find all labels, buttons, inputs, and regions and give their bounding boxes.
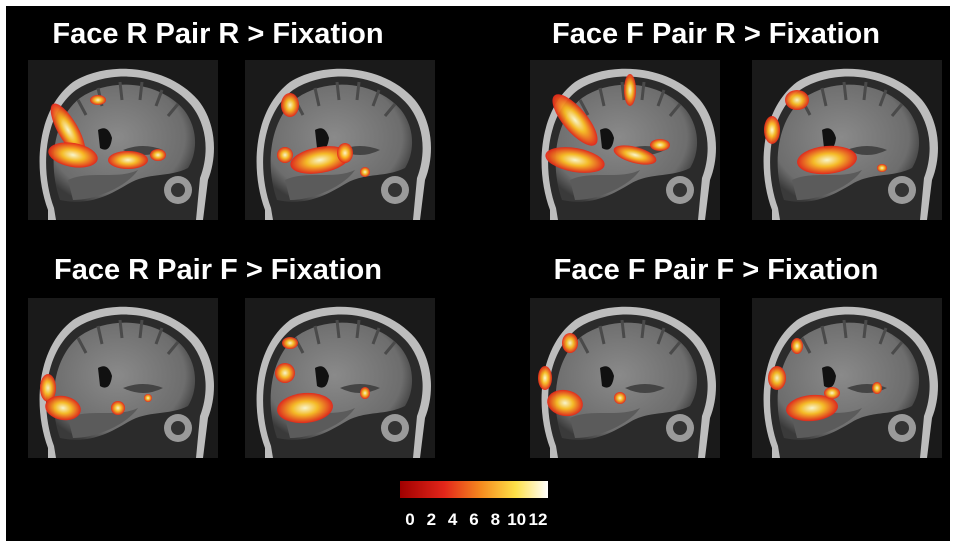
brain-image xyxy=(752,60,942,220)
colorbar-tick-label: 4 xyxy=(448,510,458,529)
activation xyxy=(281,93,299,117)
activation xyxy=(144,394,152,402)
colorbar-tick-label: 0 xyxy=(405,510,414,529)
activation xyxy=(277,147,293,163)
panel-title: Face R Pair F > Fixation xyxy=(54,254,382,286)
activation xyxy=(824,387,840,399)
activation xyxy=(111,401,125,415)
colorbar-tick-label: 6 xyxy=(469,510,478,529)
brain-slice xyxy=(245,298,435,458)
activation xyxy=(108,151,148,169)
colorbar-tick-label: 12 xyxy=(529,510,548,529)
brain-slice xyxy=(245,60,435,220)
brain-image xyxy=(530,298,720,458)
brain-slice xyxy=(28,60,218,220)
activation xyxy=(785,90,809,110)
activation xyxy=(624,74,636,106)
activation xyxy=(360,387,370,399)
activation xyxy=(90,95,106,105)
brain-image xyxy=(28,298,218,458)
brain-image xyxy=(245,298,435,458)
panel-title: Face R Pair R > Fixation xyxy=(52,18,383,50)
activation xyxy=(275,363,295,383)
figure: Face R Pair R > Fixation Face F Pair R >… xyxy=(0,0,956,547)
activation xyxy=(360,167,370,177)
brain-slice xyxy=(530,60,720,220)
activation xyxy=(872,382,882,394)
activation xyxy=(282,337,298,349)
colorbar-tick-label: 8 xyxy=(491,510,500,529)
colorbar xyxy=(400,481,548,498)
brain-image xyxy=(28,60,218,220)
activation xyxy=(337,143,353,163)
activation xyxy=(877,164,887,172)
brain-slice xyxy=(530,298,720,458)
activation xyxy=(538,366,552,390)
panel-title: Face F Pair R > Fixation xyxy=(552,18,880,50)
colorbar-tick-label: 2 xyxy=(427,510,436,529)
activation xyxy=(650,139,670,151)
activation xyxy=(150,149,166,161)
colorbar-tick-label: 10 xyxy=(507,510,526,529)
panel-title: Face F Pair F > Fixation xyxy=(554,254,879,286)
brain-slice xyxy=(752,60,942,220)
brain-image xyxy=(245,60,435,220)
brain-slice xyxy=(28,298,218,458)
activation xyxy=(562,333,578,353)
activation xyxy=(614,392,626,404)
brain-slice xyxy=(752,298,942,458)
activation xyxy=(768,366,786,390)
activation xyxy=(791,338,803,354)
page: Face R Pair R > Fixation Face F Pair R >… xyxy=(0,0,956,547)
activation xyxy=(764,116,780,144)
